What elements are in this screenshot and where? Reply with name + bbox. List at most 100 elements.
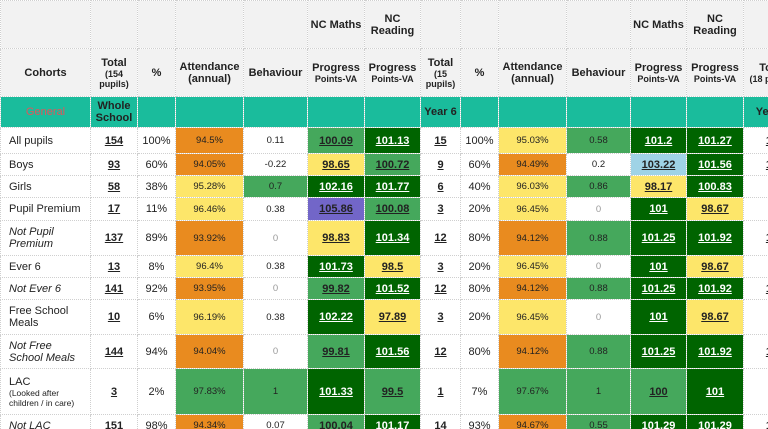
ws-total-link[interactable]: 58 [90,175,138,198]
y5-total-link[interactable]: 18 [743,127,768,154]
progress-link[interactable]: 101.92 [698,345,732,358]
y6-maths-progress[interactable]: 101 [630,255,687,278]
y6-total-link[interactable]: 3 [420,255,461,278]
ws-maths-progress[interactable]: 98.83 [307,220,365,256]
total-value[interactable]: 14 [434,419,447,429]
progress-link[interactable]: 102.16 [319,180,353,193]
total-value[interactable]: 14 [766,232,768,244]
ws-maths-progress[interactable]: 100.09 [307,127,365,154]
progress-link[interactable]: 100 [649,385,668,398]
ws-reading-progress[interactable]: 101.34 [364,220,421,256]
progress-link[interactable]: 101.56 [698,158,732,171]
y6-reading-progress[interactable]: 98.67 [686,255,744,278]
total-value[interactable]: 3 [437,260,444,273]
progress-link[interactable]: 101.77 [375,180,410,193]
progress-link[interactable]: 101.13 [375,134,410,147]
progress-link[interactable]: 100.09 [319,134,353,147]
y5-total-link[interactable]: - [743,368,768,415]
total-value[interactable]: 15 [766,283,768,295]
y6-total-link[interactable]: 14 [420,414,461,429]
y6-reading-progress[interactable]: 101.27 [686,127,744,154]
total-value[interactable]: 144 [104,345,124,358]
total-value[interactable]: 15 [434,134,447,147]
total-value[interactable]: 9 [437,158,444,171]
y6-total-link[interactable]: 12 [420,220,461,256]
total-value[interactable]: 154 [104,134,124,147]
ws-reading-progress[interactable]: 99.5 [364,368,421,415]
total-value[interactable]: 12 [434,345,447,358]
y5-total-link[interactable]: 3 [743,255,768,278]
total-value[interactable]: 151 [104,419,124,429]
y6-total-link[interactable]: 6 [420,175,461,198]
progress-link[interactable]: 98.67 [701,260,729,273]
y6-maths-progress[interactable]: 101.29 [630,414,687,429]
y6-reading-progress[interactable]: 101.29 [686,414,744,429]
y6-maths-progress[interactable]: 103.22 [630,153,687,176]
progress-link[interactable]: 100.08 [375,203,410,215]
progress-link[interactable]: 101.27 [698,134,732,147]
total-value[interactable]: 141 [104,282,124,295]
total-value[interactable]: 18 [766,135,768,147]
y6-maths-progress[interactable]: 100 [630,368,687,415]
total-value[interactable]: 12 [434,232,447,244]
total-value[interactable]: 3 [437,203,444,215]
ws-reading-progress[interactable]: 100.08 [364,197,421,221]
total-value[interactable]: 17 [107,203,121,215]
total-value[interactable]: 15 [766,346,768,358]
progress-link[interactable]: 102.22 [319,311,353,323]
progress-link[interactable]: 101.2 [644,134,673,147]
total-value[interactable]: 3 [110,385,118,398]
ws-maths-progress[interactable]: 101.33 [307,368,365,415]
progress-link[interactable]: 101 [649,203,668,215]
total-value[interactable]: 1 [437,385,444,398]
progress-link[interactable]: 101.17 [375,419,410,429]
total-value[interactable]: 12 [434,282,447,295]
progress-link[interactable]: 101.25 [641,232,676,244]
ws-total-link[interactable]: 144 [90,334,138,369]
total-value[interactable]: 137 [104,232,124,244]
total-value[interactable]: 6 [437,180,444,193]
y5-total-link[interactable]: 3 [743,299,768,335]
progress-link[interactable]: 98.65 [322,158,350,171]
y5-total-link[interactable]: 15 [743,334,768,369]
y6-reading-progress[interactable]: 101 [686,368,744,415]
progress-link[interactable]: 101.25 [641,345,676,358]
y6-total-link[interactable]: 15 [420,127,461,154]
progress-link[interactable]: 101 [705,385,725,398]
total-value[interactable]: 58 [107,180,121,193]
progress-link[interactable]: 100.04 [319,419,353,429]
progress-link[interactable]: 98.67 [701,203,729,215]
progress-link[interactable]: 100.83 [698,180,732,193]
y6-maths-progress[interactable]: 101.25 [630,334,687,369]
y6-total-link[interactable]: 12 [420,334,461,369]
ws-reading-progress[interactable]: 101.56 [364,334,421,369]
ws-reading-progress[interactable]: 101.17 [364,414,421,429]
total-value[interactable]: 18 [766,420,768,429]
total-value[interactable]: 10 [107,311,121,323]
y6-maths-progress[interactable]: 101.25 [630,277,687,300]
ws-total-link[interactable]: 93 [90,153,138,176]
ws-reading-progress[interactable]: 101.77 [364,175,421,198]
total-value[interactable]: 93 [107,158,121,171]
progress-link[interactable]: 101.29 [698,419,732,429]
ws-total-link[interactable]: 137 [90,220,138,256]
ws-reading-progress[interactable]: 97.89 [364,299,421,335]
progress-link[interactable]: 100.72 [375,158,410,171]
progress-link[interactable]: 98.67 [701,311,729,323]
progress-link[interactable]: 101.73 [319,260,353,273]
progress-link[interactable]: 99.81 [322,345,350,358]
y6-maths-progress[interactable]: 101.25 [630,220,687,256]
ws-total-link[interactable]: 13 [90,255,138,278]
y6-reading-progress[interactable]: 98.67 [686,197,744,221]
progress-link[interactable]: 103.22 [641,158,676,171]
y5-total-link[interactable]: 15 [743,277,768,300]
ws-total-link[interactable]: 154 [90,127,138,154]
ws-total-link[interactable]: 151 [90,414,138,429]
y6-reading-progress[interactable]: 101.56 [686,153,744,176]
y6-total-link[interactable]: 12 [420,277,461,300]
progress-link[interactable]: 101.56 [375,345,410,358]
y6-reading-progress[interactable]: 98.67 [686,299,744,335]
y6-total-link[interactable]: 3 [420,197,461,221]
y6-total-link[interactable]: 1 [420,368,461,415]
progress-link[interactable]: 101 [649,260,668,273]
